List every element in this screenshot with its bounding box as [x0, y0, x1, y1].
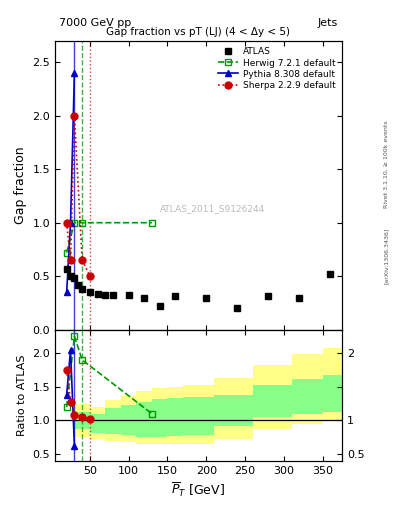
ATLAS — [72, 275, 77, 282]
Pythia 8.308 default — [64, 289, 69, 295]
Text: Rivet 3.1.10, ≥ 100k events: Rivet 3.1.10, ≥ 100k events — [384, 120, 389, 208]
ATLAS — [328, 271, 332, 277]
Sherpa 2.2.9 default — [68, 257, 73, 263]
ATLAS — [157, 303, 162, 309]
Text: ATLAS_2011_S9126244: ATLAS_2011_S9126244 — [160, 204, 265, 213]
Pythia 8.308 default — [68, 220, 73, 226]
ATLAS — [173, 293, 178, 300]
Text: Jets: Jets — [318, 18, 338, 28]
Title: Gap fraction vs pT (LJ) (4 < Δy < 5): Gap fraction vs pT (LJ) (4 < Δy < 5) — [107, 28, 290, 37]
Sherpa 2.2.9 default — [72, 113, 77, 119]
ATLAS — [80, 286, 84, 292]
Sherpa 2.2.9 default — [80, 257, 84, 263]
Legend: ATLAS, Herwig 7.2.1 default, Pythia 8.308 default, Sherpa 2.2.9 default: ATLAS, Herwig 7.2.1 default, Pythia 8.30… — [217, 46, 338, 92]
Line: Sherpa 2.2.9 default: Sherpa 2.2.9 default — [63, 112, 94, 280]
Line: Herwig 7.2.1 default: Herwig 7.2.1 default — [63, 219, 155, 256]
X-axis label: $\overline{P}_T$ [GeV]: $\overline{P}_T$ [GeV] — [171, 481, 226, 499]
Pythia 8.308 default — [72, 70, 77, 76]
ATLAS — [111, 292, 116, 298]
Line: Pythia 8.308 default: Pythia 8.308 default — [63, 70, 78, 295]
Text: 7000 GeV pp: 7000 GeV pp — [59, 18, 131, 28]
Herwig 7.2.1 default — [64, 249, 69, 255]
ATLAS — [76, 282, 81, 288]
ATLAS — [235, 305, 240, 311]
Herwig 7.2.1 default — [72, 220, 77, 226]
ATLAS — [68, 273, 73, 279]
Sherpa 2.2.9 default — [64, 220, 69, 226]
Herwig 7.2.1 default — [80, 220, 84, 226]
ATLAS — [95, 291, 100, 297]
ATLAS — [266, 293, 271, 300]
ATLAS — [126, 292, 131, 298]
Sherpa 2.2.9 default — [88, 273, 92, 279]
ATLAS — [297, 294, 301, 301]
ATLAS — [103, 292, 108, 298]
ATLAS — [64, 266, 69, 272]
Y-axis label: Ratio to ATLAS: Ratio to ATLAS — [17, 354, 27, 436]
Herwig 7.2.1 default — [150, 220, 154, 226]
Line: ATLAS: ATLAS — [64, 266, 333, 311]
ATLAS — [88, 289, 92, 295]
ATLAS — [204, 294, 209, 301]
Text: [arXiv:1306.3436]: [arXiv:1306.3436] — [384, 228, 389, 284]
Y-axis label: Gap fraction: Gap fraction — [14, 146, 27, 224]
ATLAS — [142, 294, 147, 301]
